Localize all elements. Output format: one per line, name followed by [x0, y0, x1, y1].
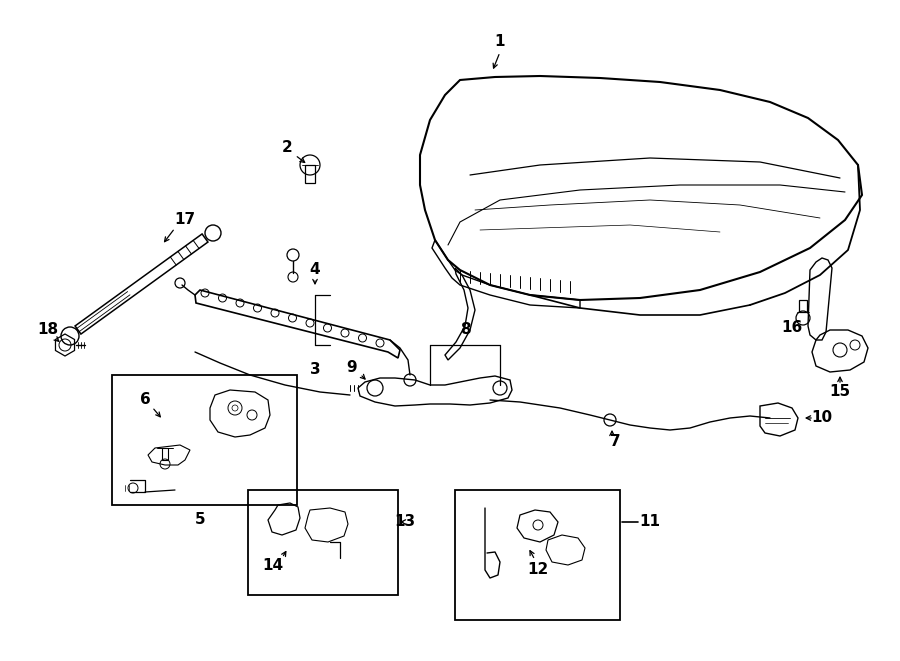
Text: 3: 3 [310, 362, 320, 377]
Text: 8: 8 [460, 323, 471, 338]
Text: 4: 4 [310, 262, 320, 278]
Text: 16: 16 [781, 321, 803, 336]
Text: 13: 13 [394, 514, 416, 529]
Text: 7: 7 [609, 434, 620, 449]
Text: 14: 14 [263, 557, 284, 572]
Text: 10: 10 [812, 410, 833, 426]
Bar [112, 375, 297, 505]
Bar [799, 300, 807, 312]
Bar [162, 448, 168, 460]
Text: 9: 9 [346, 360, 357, 375]
Text: 6: 6 [140, 393, 150, 407]
Bar [305, 165, 315, 183]
Text: 17: 17 [175, 212, 195, 227]
Text: 18: 18 [38, 323, 58, 338]
Text: 2: 2 [282, 141, 292, 155]
Text: 1: 1 [495, 34, 505, 50]
Bar [248, 490, 398, 595]
Text: 5: 5 [194, 512, 205, 527]
Text: 12: 12 [527, 563, 549, 578]
Bar [455, 490, 620, 620]
Text: 11: 11 [640, 514, 661, 529]
Text: 15: 15 [830, 385, 850, 399]
